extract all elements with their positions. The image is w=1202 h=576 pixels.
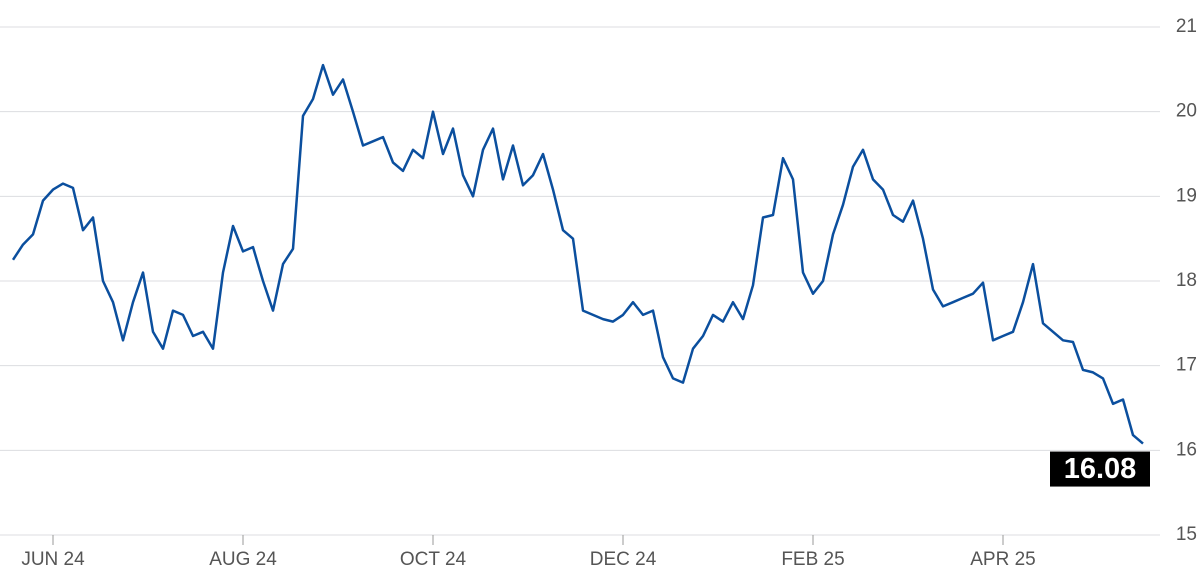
- y-tick-label: 18: [1176, 270, 1197, 291]
- y-tick-label: 21: [1176, 16, 1197, 37]
- x-tick-label: APR 25: [970, 549, 1035, 570]
- y-tick-label: 15: [1176, 524, 1197, 545]
- x-tick-label: OCT 24: [400, 549, 467, 570]
- y-tick-label: 17: [1176, 355, 1197, 376]
- x-tick-label: AUG 24: [209, 549, 277, 570]
- y-tick-label: 16: [1176, 439, 1197, 460]
- price-line: [11, 63, 1144, 445]
- x-tick-label: DEC 24: [590, 549, 657, 570]
- y-tick-label: 19: [1176, 185, 1197, 206]
- y-tick-label: 20: [1176, 101, 1197, 122]
- x-tick-label: FEB 25: [781, 549, 844, 570]
- last-value-box: [1050, 451, 1150, 487]
- last-value-label: 16.08: [1064, 453, 1137, 485]
- x-tick-label: JUN 24: [21, 549, 85, 570]
